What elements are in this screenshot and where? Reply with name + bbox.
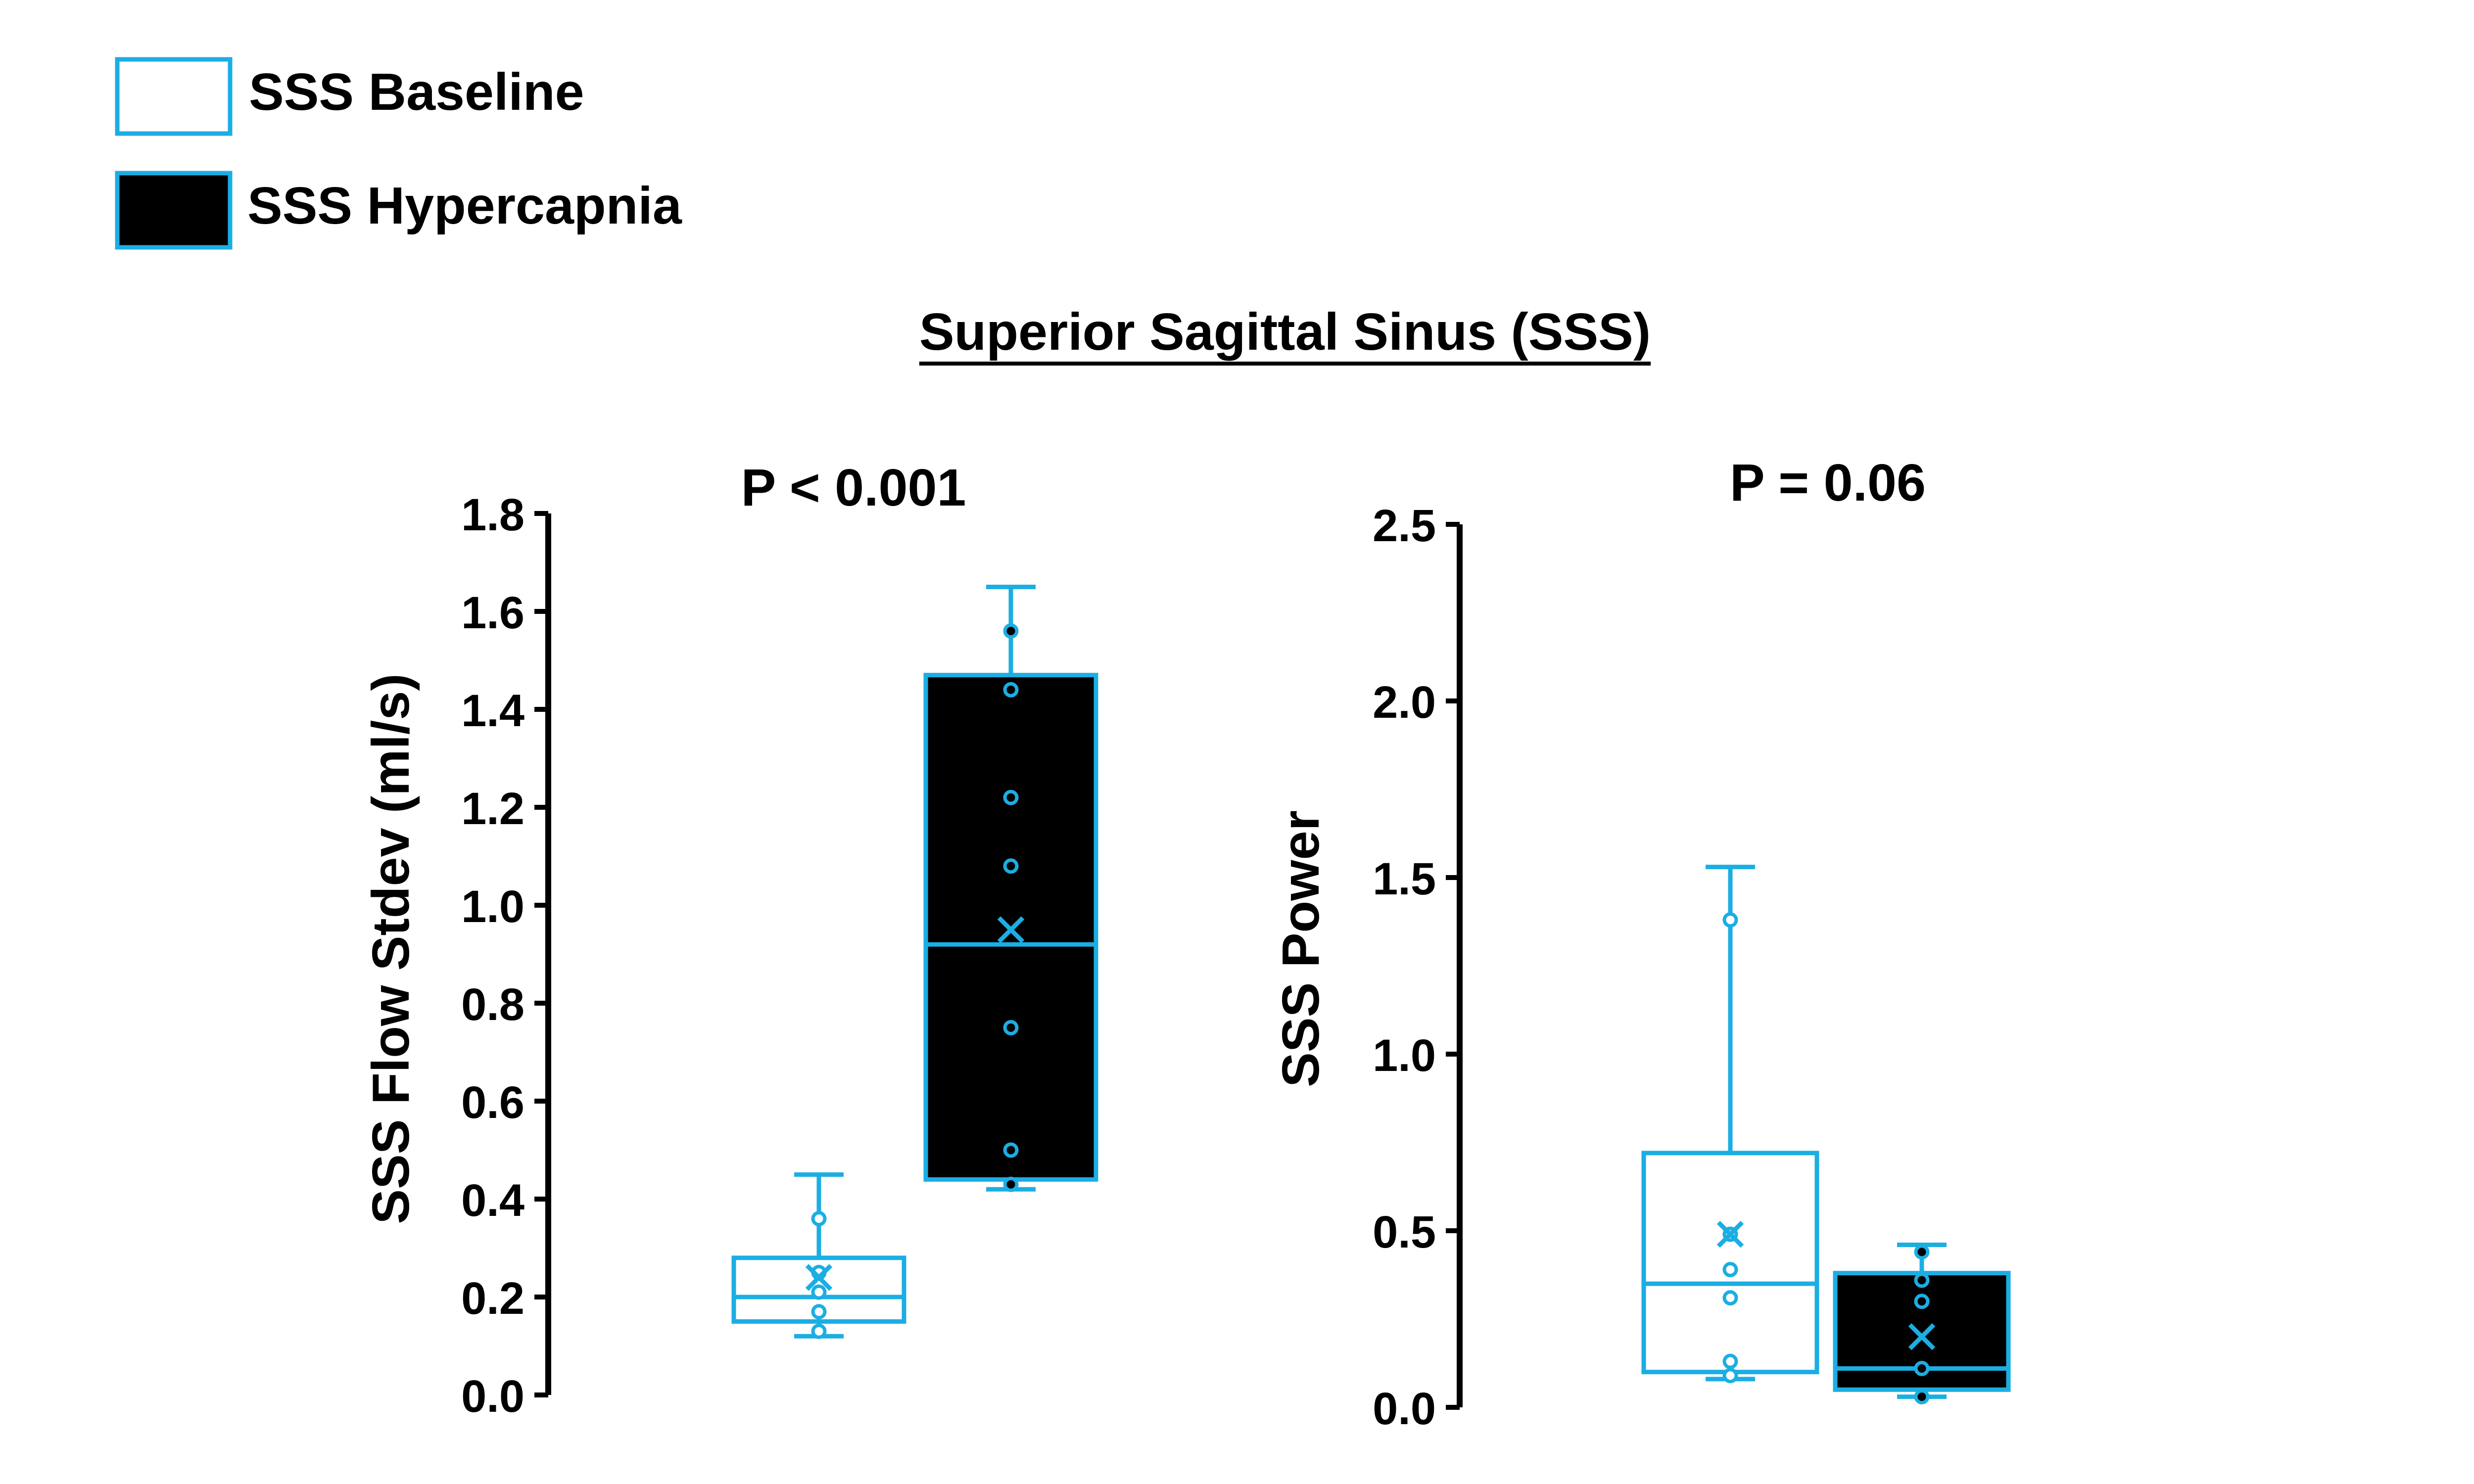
data-point [1914, 1294, 1930, 1309]
chart-title: Superior Sagittal Sinus (SSS) [919, 303, 1651, 361]
y-tick-label: 1.8 [461, 490, 524, 540]
data-point [811, 1211, 827, 1227]
y-axis-label: SSS Power [1272, 810, 1330, 1087]
mean-marker [997, 916, 1025, 943]
y-tick-label: 0.2 [461, 1273, 524, 1324]
legend-swatch-hypercapnia [115, 171, 233, 250]
p-value-annotation: P = 0.06 [1730, 454, 1926, 512]
data-point [1003, 682, 1019, 697]
data-point [1003, 1142, 1019, 1158]
y-tick-label: 1.0 [461, 881, 524, 932]
mean-marker [1908, 1323, 1936, 1350]
box-baseline [731, 1172, 906, 1339]
y-tick-label: 2.5 [1373, 501, 1436, 551]
data-point [1003, 623, 1019, 639]
flow-stdev-panel: P < 0.001 SSS Flow Stdev (ml/s) 0.0 0.2 0.… [362, 459, 1098, 1422]
y-tick-label: 0.8 [461, 979, 524, 1030]
mean-marker [1716, 1220, 1744, 1248]
mean-marker-stroke [1908, 1323, 1936, 1350]
y-tick-label: 1.5 [1373, 854, 1436, 904]
y-tick-label: 1.4 [461, 686, 524, 736]
mean-marker-stroke [1716, 1220, 1744, 1248]
legend-label-baseline: SSS Baseline [249, 63, 584, 121]
data-point [1003, 789, 1019, 805]
data-point [1722, 1262, 1738, 1278]
box-hypercapnia [923, 585, 1098, 1192]
y-tick-label: 0.6 [461, 1077, 524, 1128]
y-tick-label: 0.0 [461, 1371, 524, 1422]
box-baseline [1641, 865, 1819, 1384]
data-point [1914, 1272, 1930, 1288]
data-point [1914, 1244, 1930, 1260]
y-tick-label: 0.4 [461, 1175, 524, 1226]
legend: SSS Baseline SSS Hypercapnia [115, 57, 682, 250]
data-point [1003, 1176, 1019, 1192]
iqr-box [923, 673, 1098, 1182]
data-point [811, 1284, 827, 1300]
data-point [1003, 858, 1019, 874]
data-point [1914, 1389, 1930, 1405]
data-point [1722, 912, 1738, 928]
legend-label-hypercapnia: SSS Hypercapnia [247, 177, 682, 235]
box-hypercapnia [1833, 1243, 2011, 1405]
mean-marker-stroke [997, 916, 1025, 943]
y-tick-label: 1.2 [461, 784, 524, 834]
y-tick-label: 0.0 [1373, 1384, 1436, 1434]
y-tick-label: 1.6 [461, 588, 524, 638]
p-value-annotation: P < 0.001 [741, 459, 966, 517]
y-tick-label: 1.0 [1373, 1030, 1436, 1081]
data-point [811, 1323, 827, 1339]
mean-marker [805, 1264, 833, 1291]
data-point [811, 1304, 827, 1320]
y-tick-label: 0.5 [1373, 1207, 1436, 1257]
data-point [1914, 1360, 1930, 1376]
data-point [1722, 1353, 1738, 1369]
mean-marker-stroke [805, 1264, 833, 1291]
y-axis-label: SSS Flow Stdev (ml/s) [362, 673, 420, 1224]
data-point [1722, 1368, 1738, 1384]
y-tick-label: 2.0 [1373, 677, 1436, 728]
data-point [1722, 1290, 1738, 1306]
data-point [1003, 1020, 1019, 1035]
legend-swatch-baseline [115, 57, 233, 136]
power-panel: P = 0.06 SSS Power 0.0 0.5 1.0 1.5 2.0 2.5 [1272, 454, 2011, 1434]
